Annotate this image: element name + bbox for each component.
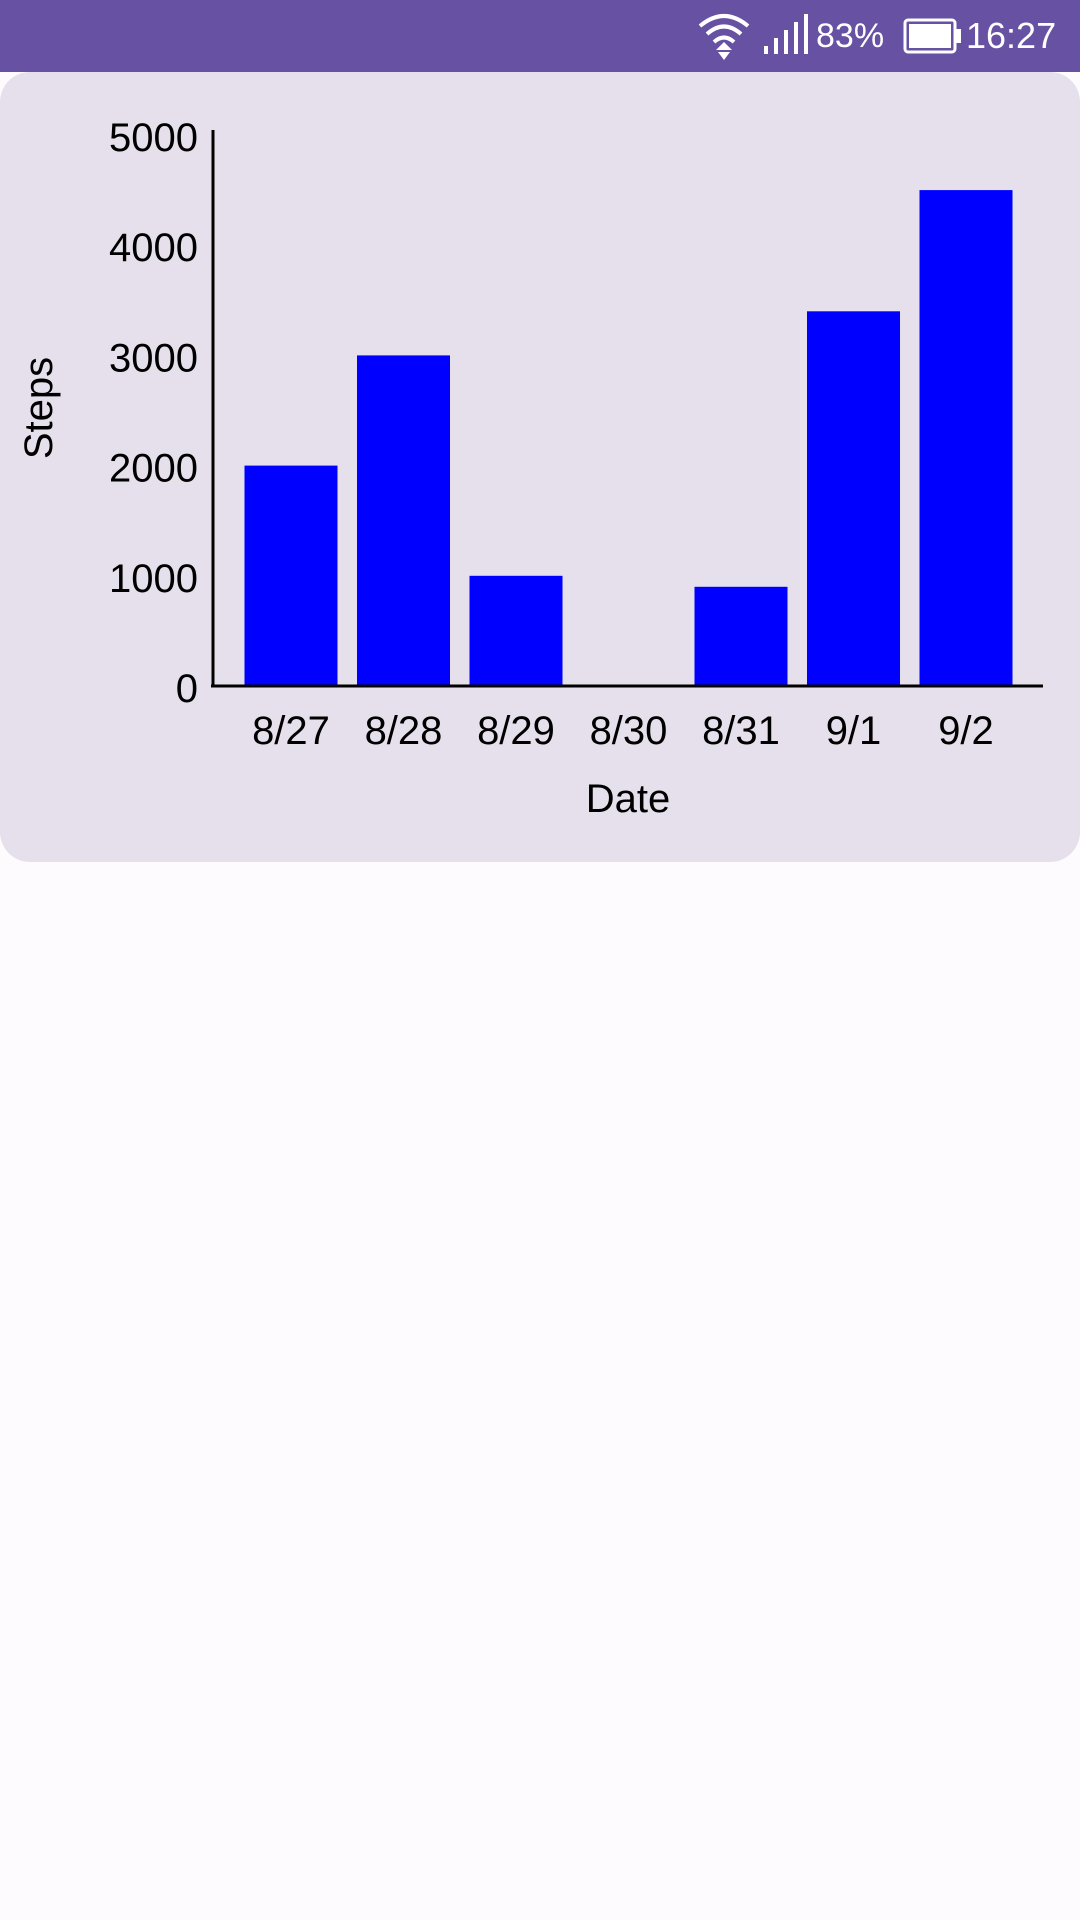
bar-9-1 [807, 311, 900, 686]
x-tick-label: 8/27 [252, 709, 330, 753]
bar-8-31 [694, 586, 788, 686]
battery-percentage: 83% [816, 17, 885, 55]
battery-icon [903, 18, 961, 54]
signal-icon [764, 14, 808, 54]
x-axis-title: Date [586, 777, 671, 821]
y-tick-labels: 0 1000 2000 3000 4000 5000 [109, 116, 198, 711]
status-clock: 16:27 [966, 15, 1057, 56]
y-tick-label: 2000 [109, 447, 198, 491]
y-tick-label: 4000 [109, 226, 198, 270]
bar-8-29 [469, 575, 563, 686]
x-tick-label: 8/28 [365, 709, 443, 753]
bar-9-2 [919, 190, 1013, 686]
x-tick-label: 8/29 [477, 709, 555, 753]
chart-card: 0 1000 2000 3000 4000 5000 8/27 8/28 8/29 8/30 8/… [0, 72, 1080, 862]
y-axis-title: Steps [17, 357, 61, 459]
x-tick-label: 9/2 [938, 709, 994, 753]
y-tick-label: 1000 [109, 557, 198, 601]
x-tick-labels: 8/27 8/28 8/29 8/30 8/31 9/1 9/2 [252, 709, 994, 753]
y-tick-label: 3000 [109, 336, 198, 380]
wifi-icon [698, 14, 750, 60]
x-tick-label: 9/1 [826, 709, 882, 753]
bar-8-28 [357, 355, 450, 686]
bars-group [244, 190, 1013, 686]
bar-8-27 [244, 465, 338, 686]
x-tick-label: 8/31 [702, 709, 780, 753]
y-tick-label: 5000 [109, 116, 198, 160]
y-tick-label: 0 [176, 667, 198, 711]
status-bar: 83% 16:27 [0, 0, 1080, 72]
x-tick-label: 8/30 [590, 709, 668, 753]
